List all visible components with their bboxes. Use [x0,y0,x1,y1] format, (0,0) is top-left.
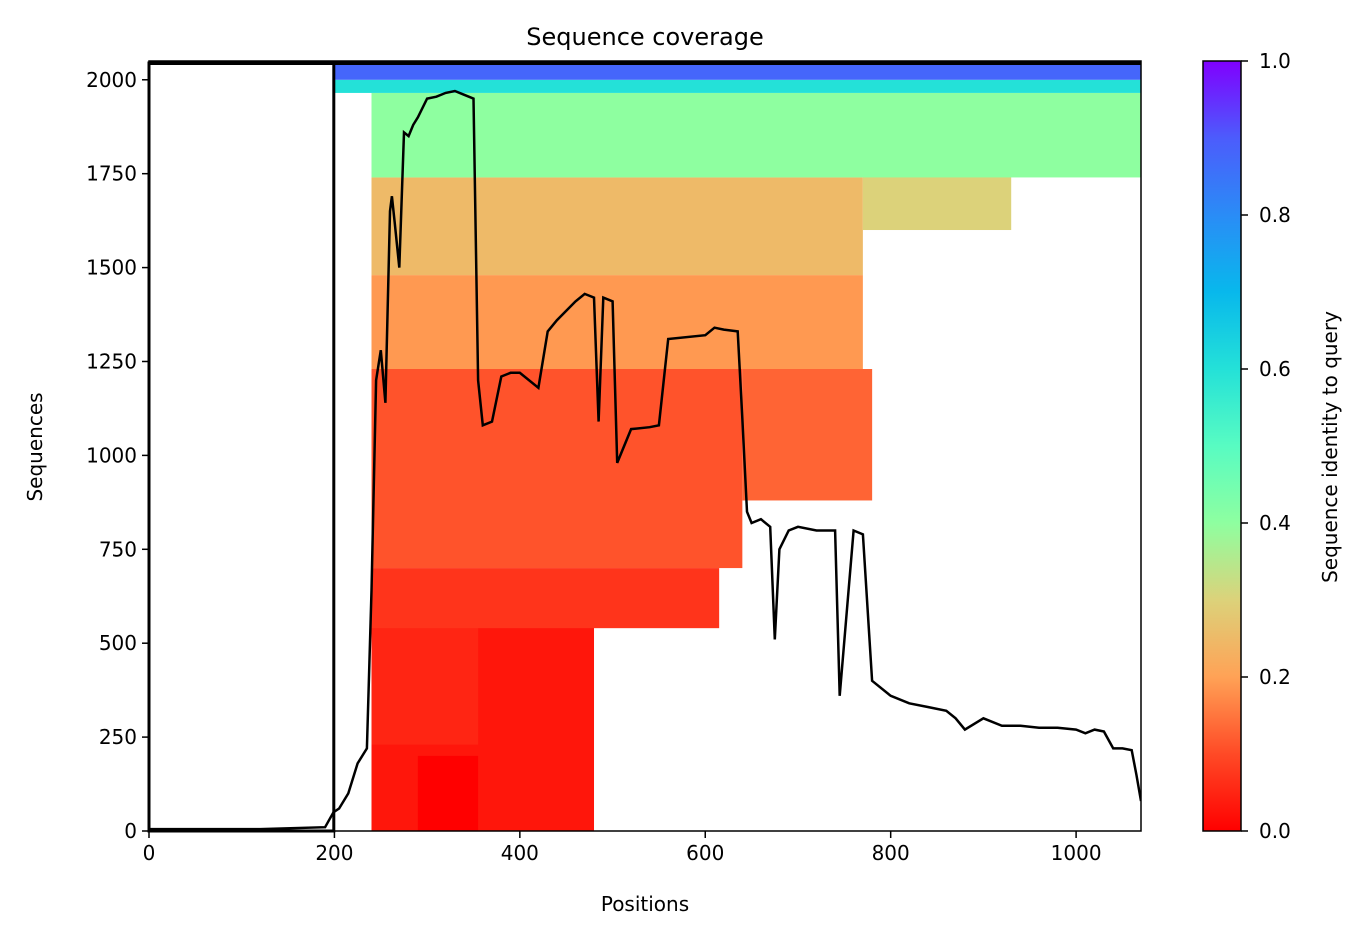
y-tick-label: 1250 [86,349,137,373]
x-tick-label: 800 [872,841,910,865]
x-axis-ticks: 0 200 400 600 800 1000 [143,831,1102,865]
y-tick-label: 750 [99,537,137,561]
identity-band-8 [862,173,1012,231]
y-tick-label: 250 [99,725,137,749]
identity-band-2 [371,616,479,745]
colorbar-tick-label: 0.8 [1259,203,1291,227]
y-tick-label: 2000 [86,68,137,92]
colorbar-tick-label: 0.2 [1259,665,1291,689]
colorbar-tick-label: 0.6 [1259,357,1291,381]
y-tick-label: 1750 [86,162,137,186]
x-tick-label: 200 [315,841,353,865]
identity-band-9 [371,92,1141,178]
identity-band-10 [334,79,1141,93]
x-tick-label: 1000 [1051,841,1102,865]
identity-band-4 [371,353,743,569]
identity-band-11 [334,61,1141,80]
plot-frame [148,60,1142,832]
colorbar-tick-label: 0.4 [1259,511,1291,535]
coverage-line [149,89,1141,831]
y-tick-label: 500 [99,631,137,655]
y-tick-label: 1500 [86,256,137,280]
colorbar-tick-label: 1.0 [1259,49,1291,73]
colorbar-tick-label: 0.0 [1259,819,1291,843]
identity-bands [334,61,1141,831]
y-tick-label: 1000 [86,443,137,467]
colorbar-ticks: 0.0 0.2 0.4 0.6 0.8 1.0 [1241,49,1291,843]
identity-band-6 [371,275,863,369]
y-axis-label: Sequences [23,392,47,501]
chart-title: Sequence coverage [526,23,763,51]
identity-band-7 [371,177,863,276]
x-tick-label: 400 [501,841,539,865]
x-tick-label: 600 [686,841,724,865]
identity-band-1 [417,755,479,831]
colorbar-gradient [1202,60,1242,832]
identity-band-5 [742,369,873,501]
identity-band-3 [371,568,720,629]
colorbar-label: Sequence identity to query [1318,311,1342,583]
y-axis-ticks: 0 250 500 750 1000 1250 1500 1750 2000 [86,68,149,843]
y-tick-label: 0 [124,819,137,843]
colorbar: 0.0 0.2 0.4 0.6 0.8 1.0 Sequence identity to … [1202,49,1342,843]
x-tick-label: 0 [143,841,156,865]
x-axis-label: Positions [601,892,689,916]
